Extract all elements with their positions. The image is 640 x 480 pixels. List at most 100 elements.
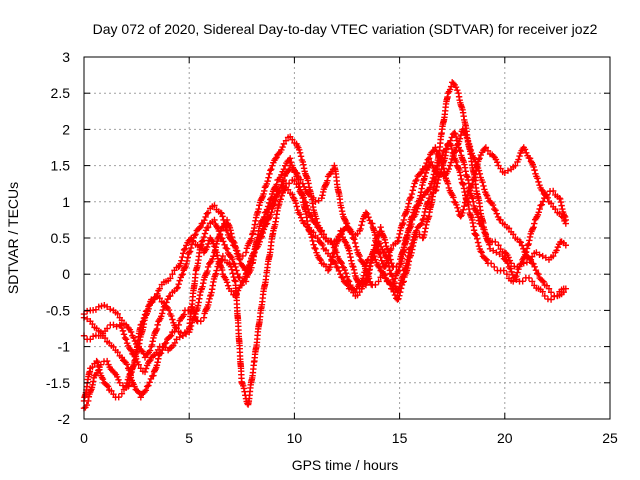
data-point-interp <box>519 278 526 285</box>
data-point <box>419 234 426 242</box>
data-point <box>400 216 408 224</box>
y-tick-label: 1 <box>62 194 70 210</box>
data-point <box>230 238 237 245</box>
data-point-interp <box>350 289 357 296</box>
y-tick-label: 0.5 <box>51 230 71 246</box>
data-point <box>387 245 395 253</box>
data-point <box>446 162 454 169</box>
data-point-interp <box>394 237 402 244</box>
data-point-interp <box>357 225 364 233</box>
data-point-interp <box>94 359 101 366</box>
data-point-interp <box>363 210 371 218</box>
data-point-interp <box>348 257 355 264</box>
data-point-interp <box>515 156 522 163</box>
data-point <box>200 314 208 321</box>
data-point <box>204 209 212 216</box>
data-point-interp <box>483 256 490 264</box>
data-point <box>350 263 357 271</box>
data-point-interp <box>153 325 161 333</box>
data-point-interp <box>534 175 541 182</box>
data-point-interp <box>378 257 385 264</box>
data-point-interp <box>303 202 311 209</box>
data-point <box>451 129 458 137</box>
data-point-interp <box>452 83 460 91</box>
data-point-interp <box>518 242 526 249</box>
data-point-interp <box>344 281 352 289</box>
data-point-interp <box>146 302 153 309</box>
data-point-interp <box>447 159 455 166</box>
data-point-interp <box>414 201 421 209</box>
data-point <box>434 169 441 177</box>
data-point-interp <box>337 258 344 266</box>
data-point-interp <box>199 283 206 290</box>
data-point-interp <box>441 168 448 176</box>
data-point <box>558 213 565 220</box>
data-point-interp <box>502 256 509 263</box>
data-point-interp <box>557 195 564 203</box>
data-point-interp <box>482 255 489 262</box>
data-point-interp <box>296 149 304 156</box>
data-point-interp <box>492 207 499 214</box>
data-point-interp <box>221 241 228 249</box>
data-point-interp <box>131 356 139 364</box>
data-point <box>280 166 288 173</box>
data-point-interp <box>439 161 447 169</box>
data-point-interp <box>123 361 131 368</box>
data-point-interp <box>478 222 486 230</box>
data-point <box>217 209 224 216</box>
data-point <box>495 242 502 249</box>
data-point-interp <box>313 220 320 228</box>
data-point-interp <box>145 305 152 313</box>
data-point-interp <box>429 174 437 182</box>
data-point-interp <box>497 165 504 172</box>
data-point <box>425 194 433 202</box>
data-point <box>421 173 429 180</box>
data-point <box>470 198 477 205</box>
data-point-interp <box>176 277 183 284</box>
data-point-interp <box>220 238 227 245</box>
data-point-interp <box>216 230 224 238</box>
data-point-interp <box>525 274 533 282</box>
data-point-interp <box>558 202 565 209</box>
data-point-interp <box>169 316 176 323</box>
data-point-interp <box>447 142 455 149</box>
data-point <box>169 271 176 278</box>
data-point <box>463 194 471 202</box>
y-tick-label: 2.5 <box>51 85 71 101</box>
data-point-interp <box>377 253 384 261</box>
data-point <box>295 184 302 191</box>
data-point-interp <box>224 282 232 289</box>
data-point-interp <box>481 145 488 153</box>
data-point-interp <box>211 243 218 250</box>
data-point-interp <box>115 393 122 401</box>
data-point-interp <box>319 241 326 249</box>
data-point-interp <box>330 244 338 251</box>
data-point-interp <box>265 199 273 207</box>
data-point-interp <box>343 280 350 287</box>
data-point-interp <box>536 251 543 258</box>
data-point-interp <box>504 167 512 174</box>
data-point-interp <box>297 176 304 183</box>
data-point-interp <box>118 317 126 324</box>
data-point-interp <box>227 227 234 234</box>
y-tick-label: -2 <box>58 411 71 427</box>
data-point-interp <box>399 221 406 228</box>
data-point-interp <box>422 163 429 170</box>
data-point-interp <box>469 181 476 188</box>
data-point-interp <box>285 180 293 187</box>
data-point-interp <box>273 181 280 188</box>
data-point-interp <box>104 383 112 390</box>
x-tick-label: 0 <box>80 430 88 446</box>
data-point-interp <box>204 267 211 275</box>
data-point-interp <box>538 201 546 208</box>
data-point-interp <box>492 238 499 246</box>
data-point-interp <box>273 193 280 201</box>
data-point-interp <box>456 169 464 176</box>
data-point-interp <box>457 172 464 179</box>
data-point-interp <box>264 203 272 210</box>
data-point-interp <box>527 256 535 263</box>
y-tick-label: -1.5 <box>46 375 70 391</box>
data-point-interp <box>402 209 410 217</box>
data-point-interp <box>120 331 128 338</box>
